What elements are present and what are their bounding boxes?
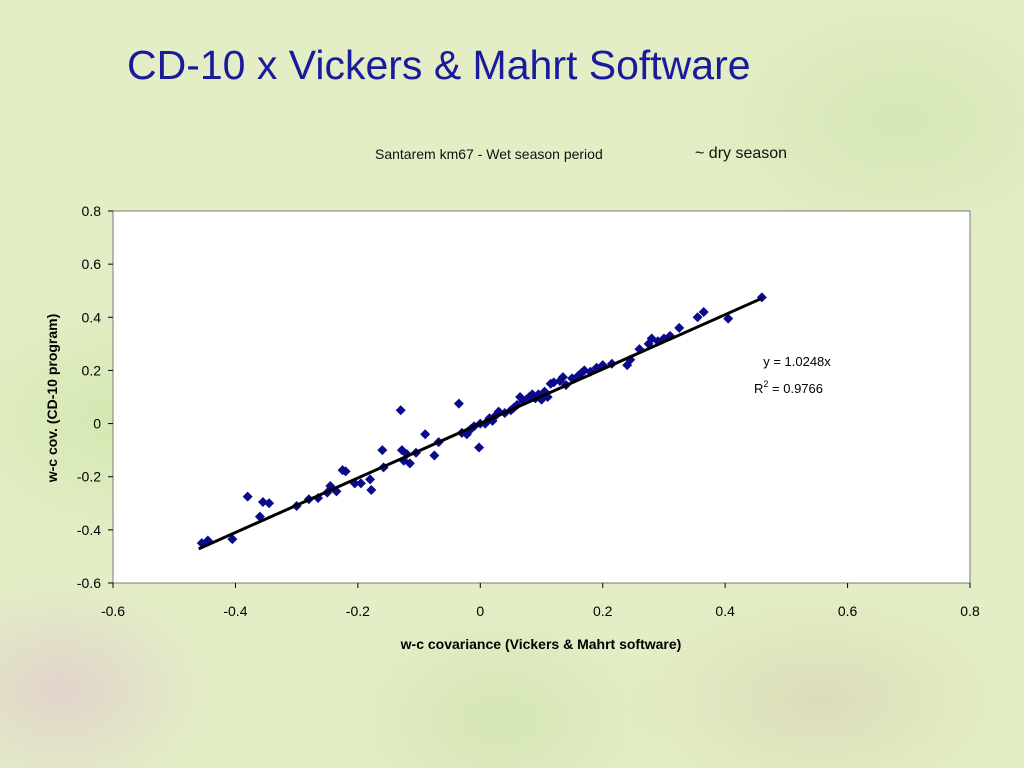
- data-point: [723, 313, 734, 324]
- data-point: [366, 485, 377, 495]
- y-tick-label: -0.4: [77, 522, 101, 538]
- x-tick-label: -0.4: [223, 603, 247, 619]
- y-axis-ticks: -0.6 -0.4 -0.2 0 0.2 0.4 0.6 0.8: [77, 203, 113, 591]
- data-point: [264, 498, 275, 509]
- y-tick-label: 0.8: [82, 203, 102, 219]
- data-point: [420, 429, 431, 440]
- x-axis-label: w-c covariance (Vickers & Mahrt software…: [400, 636, 682, 652]
- y-tick-label: 0.2: [82, 362, 102, 378]
- data-point: [453, 398, 464, 409]
- data-point: [377, 445, 388, 456]
- trendline-equation: y = 1.0248x: [763, 354, 831, 369]
- x-tick-label: -0.6: [101, 603, 125, 619]
- data-point: [340, 466, 351, 477]
- x-axis-ticks: -0.6 -0.4 -0.2 0 0.2 0.4 0.6 0.8: [101, 583, 980, 619]
- y-tick-label: 0: [93, 416, 101, 432]
- data-point: [474, 442, 485, 453]
- data-point: [698, 306, 709, 317]
- dry-season-note: ~ dry season: [695, 145, 788, 162]
- data-point: [365, 474, 376, 485]
- trendline: [198, 296, 763, 551]
- data-point: [557, 372, 568, 383]
- x-tick-label: 0.8: [960, 603, 980, 619]
- data-point: [355, 478, 366, 489]
- y-tick-label: -0.6: [77, 575, 101, 591]
- data-point: [395, 405, 406, 416]
- y-tick-label: 0.6: [82, 256, 102, 272]
- x-tick-label: 0.4: [715, 603, 735, 619]
- data-point: [242, 491, 253, 502]
- x-tick-label: 0: [476, 603, 484, 619]
- data-point: [692, 312, 703, 323]
- chart-title: Santarem km67 - Wet season period: [375, 146, 603, 162]
- x-tick-label: 0.2: [593, 603, 613, 619]
- x-tick-label: -0.2: [346, 603, 370, 619]
- data-point: [404, 458, 415, 469]
- y-axis-label: w-c cov. (CD-10 program): [44, 314, 60, 484]
- slide-title: CD-10 x Vickers & Mahrt Software: [127, 42, 751, 88]
- data-point: [227, 534, 238, 545]
- data-point: [429, 450, 440, 461]
- y-tick-label: -0.2: [77, 469, 101, 485]
- data-point: [674, 322, 685, 333]
- r-squared-label: R2 = 0.9766: [754, 379, 823, 396]
- x-tick-label: 0.6: [838, 603, 858, 619]
- y-tick-label: 0.4: [82, 309, 102, 325]
